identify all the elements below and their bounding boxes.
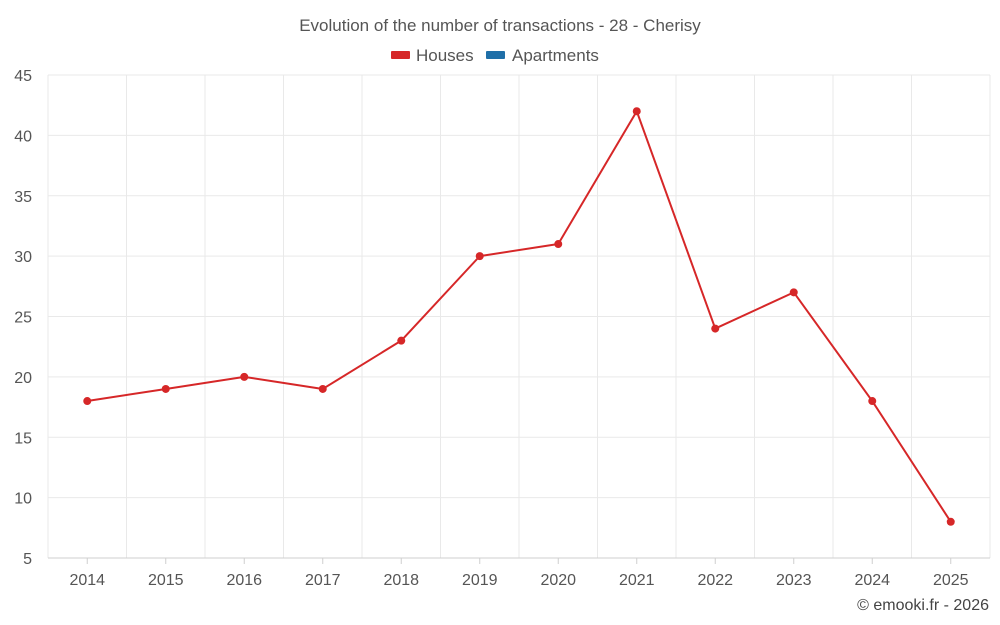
- series: [83, 107, 955, 526]
- legend-swatch-apartments: [486, 51, 505, 59]
- data-point-houses[interactable]: [789, 288, 798, 297]
- series-line-houses: [87, 110, 952, 523]
- chart-title: Evolution of the number of transactions …: [299, 16, 701, 35]
- x-tick-label: 2019: [462, 572, 498, 589]
- data-point-houses[interactable]: [554, 240, 563, 249]
- legend-item-houses[interactable]: Houses: [391, 46, 474, 65]
- y-tick-label: 35: [14, 189, 32, 206]
- x-tick-label: 2018: [383, 572, 419, 589]
- x-tick-label: 2016: [226, 572, 262, 589]
- credit-text: © emooki.fr - 2026: [857, 597, 989, 614]
- x-tick-label: 2020: [540, 572, 576, 589]
- y-tick-label: 45: [14, 68, 32, 85]
- x-tick-label: 2024: [854, 572, 890, 589]
- x-tick-label: 2025: [933, 572, 969, 589]
- x-tick-label: 2023: [776, 572, 812, 589]
- data-point-houses[interactable]: [711, 324, 720, 333]
- x-tick-label: 2022: [697, 572, 733, 589]
- x-tick-label: 2015: [148, 572, 184, 589]
- data-point-houses[interactable]: [318, 384, 327, 393]
- data-point-houses[interactable]: [161, 384, 170, 393]
- legend: Houses Apartments: [391, 46, 599, 65]
- data-point-houses[interactable]: [397, 336, 406, 345]
- data-point-houses[interactable]: [475, 252, 484, 261]
- y-tick-label: 25: [14, 310, 32, 327]
- grid: [47, 74, 991, 559]
- x-tick-label: 2014: [69, 572, 105, 589]
- x-tick-label: 2017: [305, 572, 341, 589]
- y-tick-label: 10: [14, 491, 32, 508]
- data-point-houses[interactable]: [946, 517, 955, 526]
- y-tick-label: 20: [14, 370, 32, 387]
- legend-label-houses: Houses: [416, 46, 474, 65]
- y-tick-label: 15: [14, 430, 32, 447]
- data-point-houses[interactable]: [868, 397, 877, 406]
- data-point-houses[interactable]: [83, 397, 92, 406]
- legend-label-apartments: Apartments: [512, 46, 599, 65]
- legend-swatch-houses: [391, 51, 410, 59]
- y-tick-label: 40: [14, 128, 32, 145]
- legend-item-apartments[interactable]: Apartments: [486, 46, 599, 65]
- data-point-houses[interactable]: [632, 107, 641, 116]
- y-tick-label: 30: [14, 249, 32, 266]
- data-point-houses[interactable]: [240, 372, 249, 381]
- y-tick-label: 5: [23, 551, 32, 568]
- x-tick-label: 2021: [619, 572, 655, 589]
